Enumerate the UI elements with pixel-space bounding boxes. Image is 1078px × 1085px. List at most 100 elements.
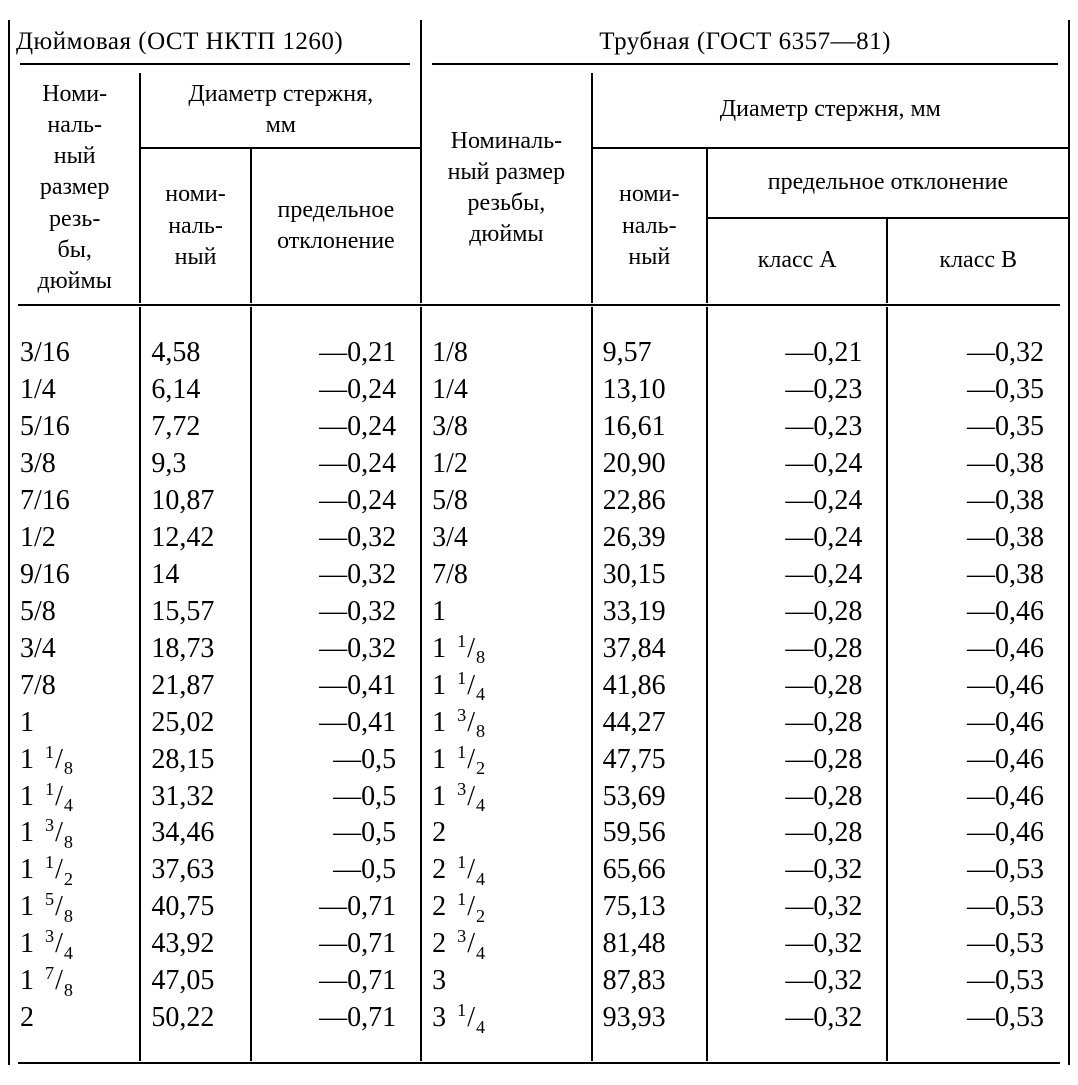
cell-right-class-b: —0,35 xyxy=(887,372,1068,409)
cell-right-class-a: —0,32 xyxy=(707,852,888,889)
cell-right-size: 2 xyxy=(421,815,591,852)
cell-right-class-b: —0,46 xyxy=(887,705,1068,742)
cell-right-class-a: —0,32 xyxy=(707,889,888,926)
cell-right-class-b: —0,46 xyxy=(887,742,1068,779)
cell-left-deviation: —0,71 xyxy=(251,963,421,1000)
cell-right-nominal: 37,84 xyxy=(592,631,707,668)
cell-right-size: 1 xyxy=(421,594,591,631)
table-row: 250,22—0,713 1/493,93—0,32—0,53 xyxy=(10,1000,1068,1061)
cell-left-deviation: —0,21 xyxy=(251,307,421,372)
cell-right-nominal: 93,93 xyxy=(592,1000,707,1061)
table-row: 1 3/443,92—0,712 3/481,48—0,32—0,53 xyxy=(10,926,1068,963)
table-body: 3/164,58—0,211/89,57—0,21—0,321/46,14—0,… xyxy=(10,307,1068,1061)
table-row: 3/418,73—0,321 1/837,84—0,28—0,46 xyxy=(10,631,1068,668)
cell-left-nominal: 9,3 xyxy=(140,446,250,483)
cell-left-deviation: —0,41 xyxy=(251,668,421,705)
cell-left-nominal: 12,42 xyxy=(140,520,250,557)
table-row: 1 5/840,75—0,712 1/275,13—0,32—0,53 xyxy=(10,889,1068,926)
cell-right-class-b: —0,53 xyxy=(887,963,1068,1000)
cell-right-class-a: —0,28 xyxy=(707,705,888,742)
cell-left-deviation: —0,24 xyxy=(251,409,421,446)
cell-left-deviation: —0,32 xyxy=(251,594,421,631)
cell-left-deviation: —0,5 xyxy=(251,742,421,779)
table-row: 1 1/828,15—0,51 1/247,75—0,28—0,46 xyxy=(10,742,1068,779)
cell-right-class-b: —0,46 xyxy=(887,631,1068,668)
hdr-class-b: класс В xyxy=(887,218,1068,304)
cell-right-size: 2 1/4 xyxy=(421,852,591,889)
table-header: Дюймовая (ОСТ НКТП 1260) Трубная (ГОСТ 6… xyxy=(10,20,1068,307)
cell-right-class-a: —0,28 xyxy=(707,594,888,631)
cell-left-nominal: 10,87 xyxy=(140,483,250,520)
cell-left-nominal: 4,58 xyxy=(140,307,250,372)
cell-left-deviation: —0,32 xyxy=(251,557,421,594)
cell-left-size: 1 1/8 xyxy=(10,742,140,779)
cell-right-class-b: —0,53 xyxy=(887,889,1068,926)
cell-left-deviation: —0,24 xyxy=(251,446,421,483)
cell-right-size: 1 3/8 xyxy=(421,705,591,742)
cell-left-deviation: —0,71 xyxy=(251,889,421,926)
data-table: Дюймовая (ОСТ НКТП 1260) Трубная (ГОСТ 6… xyxy=(10,20,1068,1065)
cell-left-size: 9/16 xyxy=(10,557,140,594)
table-row: 7/1610,87—0,245/822,86—0,24—0,38 xyxy=(10,483,1068,520)
cell-right-class-a: —0,32 xyxy=(707,926,888,963)
cell-right-size: 1/8 xyxy=(421,307,591,372)
hdr-class-a: класс А xyxy=(707,218,888,304)
cell-left-size: 1 xyxy=(10,705,140,742)
cell-right-size: 1 3/4 xyxy=(421,779,591,816)
cell-left-deviation: —0,5 xyxy=(251,815,421,852)
left-block-title: Дюймовая (ОСТ НКТП 1260) xyxy=(10,20,421,63)
table-row: 3/164,58—0,211/89,57—0,21—0,32 xyxy=(10,307,1068,372)
cell-right-nominal: 9,57 xyxy=(592,307,707,372)
cell-right-class-b: —0,53 xyxy=(887,852,1068,889)
cell-right-class-a: —0,23 xyxy=(707,409,888,446)
cell-left-deviation: —0,32 xyxy=(251,631,421,668)
cell-left-nominal: 18,73 xyxy=(140,631,250,668)
table-row: 1 1/237,63—0,52 1/465,66—0,32—0,53 xyxy=(10,852,1068,889)
cell-right-class-b: —0,38 xyxy=(887,557,1068,594)
cell-right-nominal: 20,90 xyxy=(592,446,707,483)
table-row: 5/167,72—0,243/816,61—0,23—0,35 xyxy=(10,409,1068,446)
cell-left-nominal: 15,57 xyxy=(140,594,250,631)
hdr-right-dev-group: предельное отклонение xyxy=(707,148,1068,217)
cell-left-nominal: 31,32 xyxy=(140,779,250,816)
cell-right-size: 3/8 xyxy=(421,409,591,446)
hdr-right-size: Номиналь-ный размеррезьбы,дюймы xyxy=(421,73,591,303)
cell-right-size: 3 1/4 xyxy=(421,1000,591,1061)
cell-right-class-a: —0,28 xyxy=(707,815,888,852)
cell-left-nominal: 34,46 xyxy=(140,815,250,852)
cell-left-size: 5/8 xyxy=(10,594,140,631)
cell-right-class-b: —0,53 xyxy=(887,926,1068,963)
table-row: 1/212,42—0,323/426,39—0,24—0,38 xyxy=(10,520,1068,557)
table-row: 7/821,87—0,411 1/441,86—0,28—0,46 xyxy=(10,668,1068,705)
cell-left-size: 3/16 xyxy=(10,307,140,372)
cell-left-nominal: 6,14 xyxy=(140,372,250,409)
cell-right-size: 3 xyxy=(421,963,591,1000)
cell-left-size: 1 7/8 xyxy=(10,963,140,1000)
cell-right-class-b: —0,53 xyxy=(887,1000,1068,1061)
cell-right-class-b: —0,35 xyxy=(887,409,1068,446)
table-row: 9/1614—0,327/830,15—0,24—0,38 xyxy=(10,557,1068,594)
cell-left-nominal: 50,22 xyxy=(140,1000,250,1061)
table-row: 1 7/847,05—0,71387,83—0,32—0,53 xyxy=(10,963,1068,1000)
cell-right-nominal: 87,83 xyxy=(592,963,707,1000)
cell-left-size: 5/16 xyxy=(10,409,140,446)
table-row: 3/89,3—0,241/220,90—0,24—0,38 xyxy=(10,446,1068,483)
right-block-title: Трубная (ГОСТ 6357—81) xyxy=(421,20,1068,63)
cell-right-class-a: —0,24 xyxy=(707,557,888,594)
table-row: 1/46,14—0,241/413,10—0,23—0,35 xyxy=(10,372,1068,409)
cell-right-size: 1/2 xyxy=(421,446,591,483)
cell-right-class-a: —0,28 xyxy=(707,779,888,816)
cell-right-class-b: —0,38 xyxy=(887,520,1068,557)
cell-left-nominal: 25,02 xyxy=(140,705,250,742)
cell-right-nominal: 53,69 xyxy=(592,779,707,816)
cell-right-nominal: 30,15 xyxy=(592,557,707,594)
cell-right-nominal: 41,86 xyxy=(592,668,707,705)
cell-right-class-b: —0,38 xyxy=(887,446,1068,483)
cell-left-nominal: 47,05 xyxy=(140,963,250,1000)
cell-left-deviation: —0,71 xyxy=(251,1000,421,1061)
cell-left-deviation: —0,5 xyxy=(251,779,421,816)
cell-right-nominal: 65,66 xyxy=(592,852,707,889)
cell-right-class-b: —0,46 xyxy=(887,594,1068,631)
table-row: 125,02—0,411 3/844,27—0,28—0,46 xyxy=(10,705,1068,742)
cell-right-size: 3/4 xyxy=(421,520,591,557)
